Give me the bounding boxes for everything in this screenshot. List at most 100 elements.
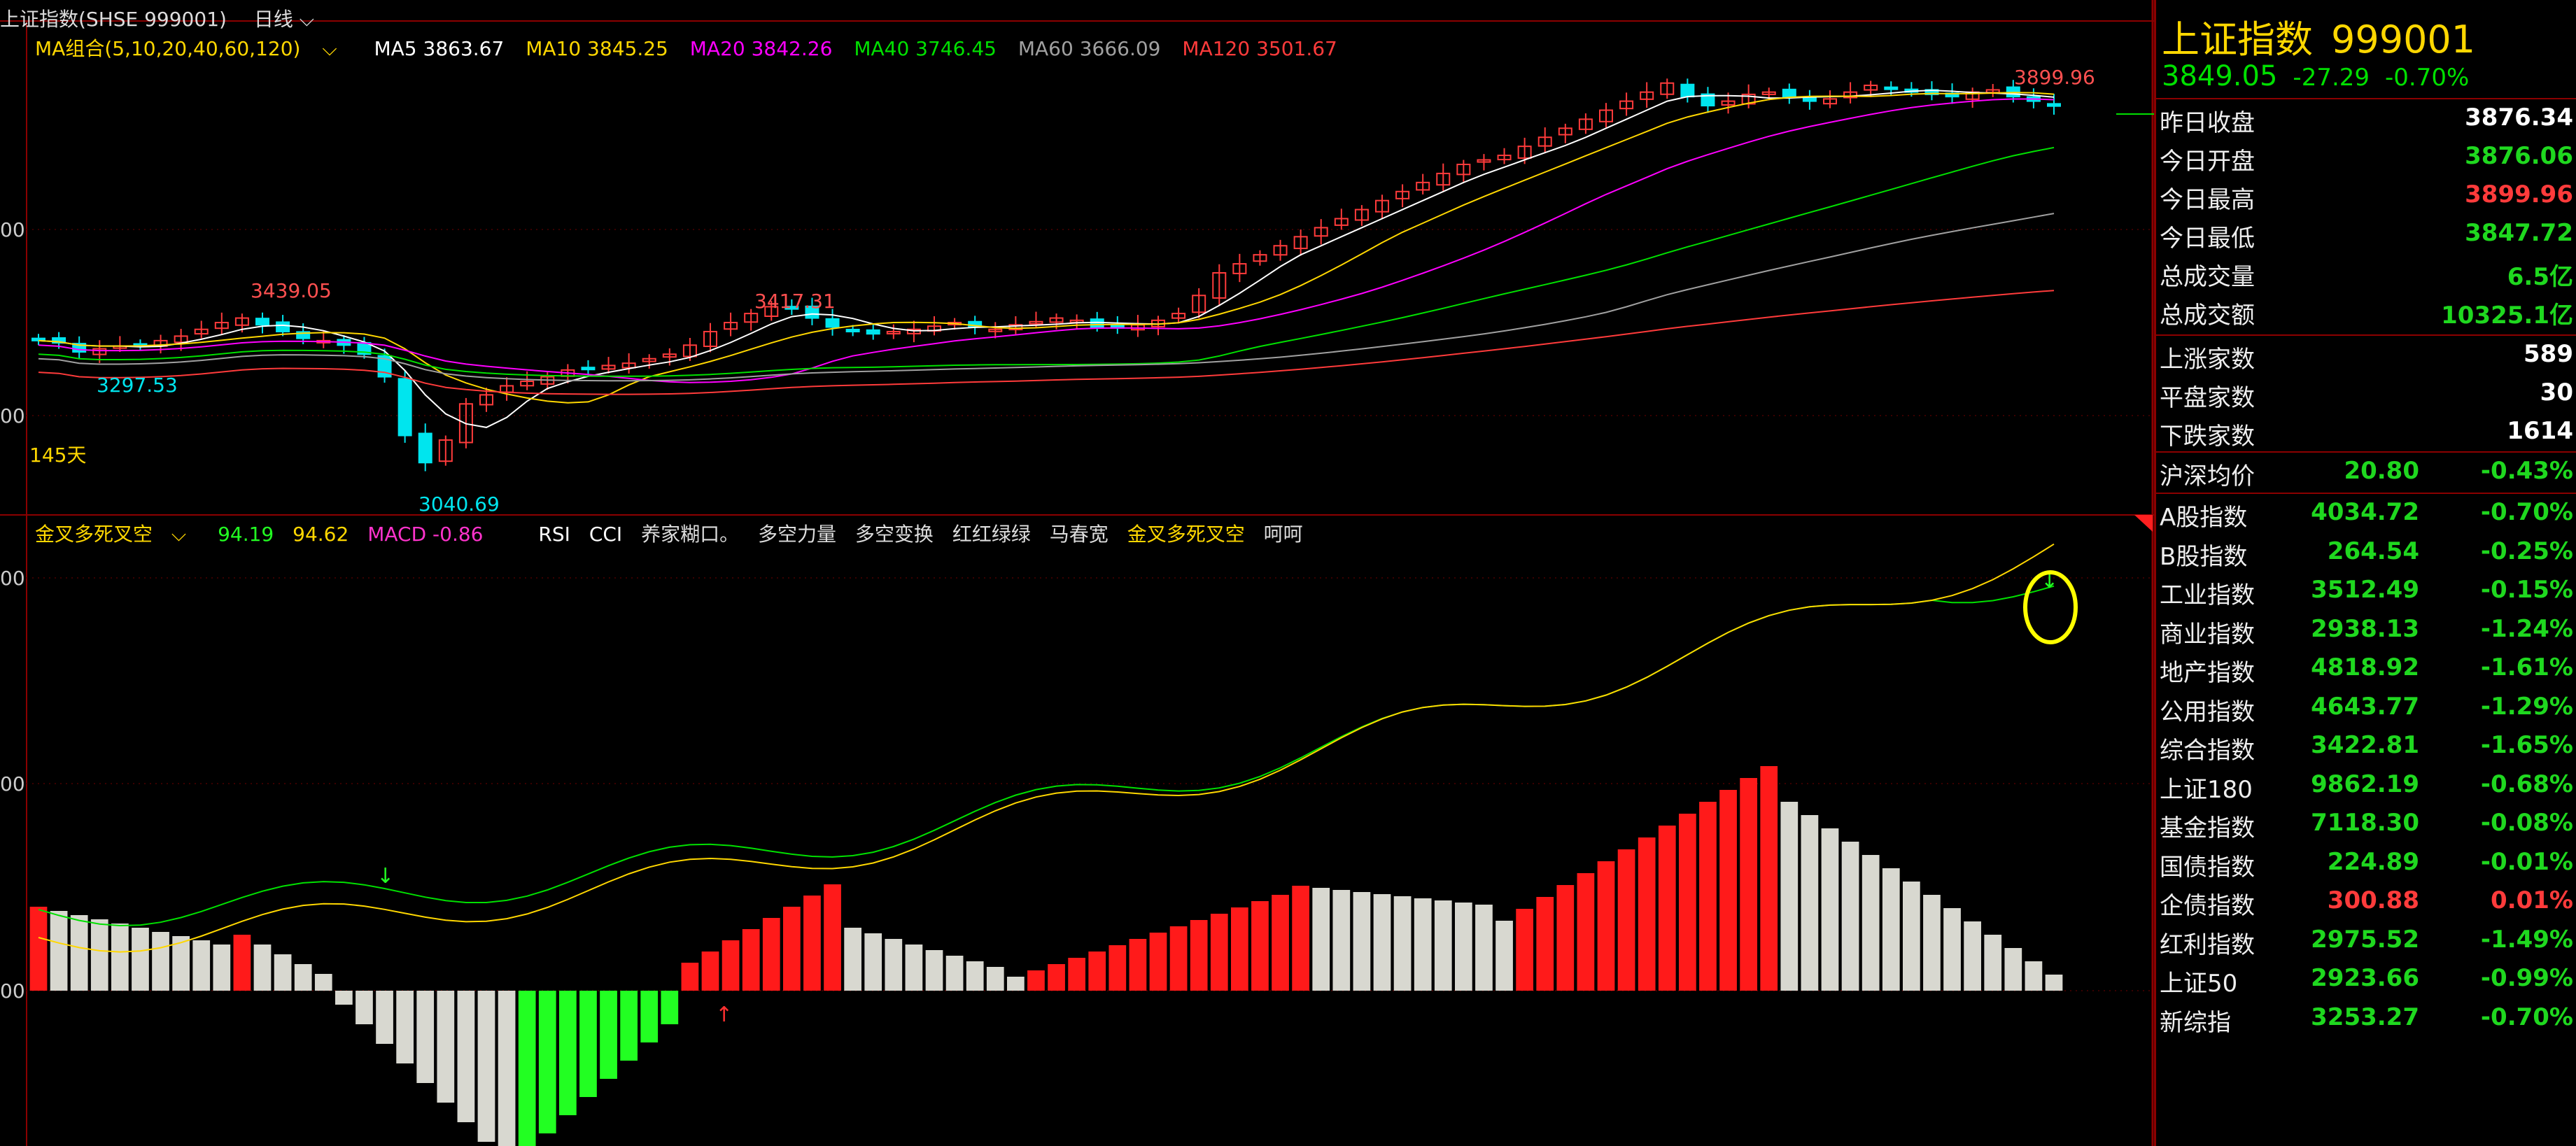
index-pct: -1.49% <box>2480 925 2573 954</box>
index-row[interactable]: 公用指数 4643.77 -1.29% <box>2156 687 2573 726</box>
macd-bar <box>1373 894 1391 991</box>
candle-body <box>1416 181 1430 191</box>
index-row[interactable]: 上证180 9862.19 -0.68% <box>2156 765 2573 804</box>
candle-body <box>1517 146 1532 159</box>
macd-bar <box>2045 975 2063 991</box>
candle-body <box>520 381 535 387</box>
tab-machunkuan[interactable]: 马春宽 <box>1049 523 1108 546</box>
candle-body <box>1212 272 1227 299</box>
macd-bar <box>437 991 455 1103</box>
candle-body <box>886 330 901 334</box>
index-value: 3512.49 <box>2311 576 2419 604</box>
candle-body <box>1171 313 1186 319</box>
macd-bar <box>945 956 964 991</box>
macd-bar <box>50 911 68 991</box>
chart-area[interactable]: 00 00 00 00 00 3899.96 3439.05 3417.31 3297.53 30… <box>0 0 2154 1146</box>
macd-bar <box>1129 939 1147 991</box>
panel-price: 3849.05 -27.29 -0.70% <box>2162 60 2484 92</box>
breadth-value: 1614 <box>2507 417 2573 445</box>
y-tick-label: 00 <box>0 567 25 590</box>
index-value: 7118.30 <box>2311 809 2419 837</box>
tab-rsi[interactable]: RSI <box>538 523 570 546</box>
macd-bar <box>1658 826 1676 991</box>
index-value: 3253.27 <box>2311 1003 2419 1031</box>
ma-group-selector[interactable]: MA组合(5,10,20,40,60,120) ⌵ <box>35 37 353 60</box>
tab-honghong[interactable]: 红红绿绿 <box>952 523 1031 546</box>
y-tick-label: 00 <box>0 404 25 427</box>
index-pct: -0.15% <box>2480 576 2573 604</box>
index-pct: -1.24% <box>2480 614 2573 643</box>
index-row[interactable]: 红利指数 2975.52 -1.49% <box>2156 920 2573 959</box>
corner-marker <box>2134 515 2153 532</box>
candle-body <box>1619 100 1634 110</box>
candle-body <box>1721 100 1736 106</box>
index-label: 红利指数 <box>2160 931 2255 959</box>
index-row[interactable]: 企债指数 300.88 0.01% <box>2156 881 2573 920</box>
candle-body <box>214 322 229 330</box>
candle-body <box>255 318 269 326</box>
tab-duokong-power[interactable]: 多空力量 <box>758 523 837 546</box>
breadth-row: 下跌家数 1614 <box>2156 411 2573 451</box>
avg-pct: -0.43% <box>2480 457 2573 485</box>
index-row[interactable]: 工业指数 3512.49 -0.15% <box>2156 570 2573 609</box>
index-pct: -0.68% <box>2480 770 2573 798</box>
index-row[interactable]: 新综指 3253.27 -0.70% <box>2156 998 2573 1037</box>
macd-bar <box>233 935 251 991</box>
macd-bar <box>1108 945 1127 991</box>
macd-bar <box>518 991 536 1146</box>
macd-bar <box>192 940 211 991</box>
header-bar: 上证指数(SHSE 999001) 日线 ⌵ <box>0 4 314 32</box>
macd-bar <box>1577 873 1595 991</box>
tab-cci[interactable]: CCI <box>589 523 623 546</box>
candle-body <box>1843 91 1858 99</box>
index-code: 999001 <box>2331 17 2476 62</box>
candle-body <box>662 353 677 358</box>
tab-yangjia[interactable]: 养家糊口。 <box>641 523 740 546</box>
macd-bar <box>559 991 577 1115</box>
candle-body <box>744 313 759 323</box>
candle-body <box>1497 155 1512 161</box>
macd-value: MACD -0.86 <box>367 523 484 546</box>
index-row[interactable]: 基金指数 7118.30 -0.08% <box>2156 803 2573 842</box>
candle-body <box>1456 164 1471 176</box>
macd-bar <box>314 974 332 991</box>
breadth-label: 下跌家数 <box>2160 423 2255 451</box>
index-row[interactable]: 上证50 2923.66 -0.99% <box>2156 958 2573 998</box>
tab-hehe[interactable]: 呵呵 <box>1263 523 1303 546</box>
candle-body <box>764 306 779 317</box>
candle-body <box>1253 254 1267 262</box>
panel-divider <box>2156 451 2576 453</box>
ma20-line <box>38 98 2055 383</box>
macd-bar <box>1353 892 1371 991</box>
macd-bar <box>1617 849 1635 991</box>
index-row[interactable]: 综合指数 3422.81 -1.65% <box>2156 726 2573 765</box>
macd-bar <box>1699 802 1717 991</box>
macd-bar <box>477 991 495 1142</box>
index-value: 300.88 <box>2327 886 2419 914</box>
symbol-title[interactable]: 上证指数(SHSE 999001) <box>0 8 227 31</box>
index-row[interactable]: 地产指数 4818.92 -1.61% <box>2156 648 2573 687</box>
indicator-selector[interactable]: 金叉多死叉空 ⌵ <box>35 523 199 546</box>
index-label: 企债指数 <box>2160 892 2255 920</box>
macd-bar <box>538 991 556 1133</box>
stat-value: 6.5亿 <box>2507 263 2573 291</box>
index-label: 上证50 <box>2160 970 2238 998</box>
macd-bar <box>762 918 780 991</box>
index-row[interactable]: B股指数 264.54 -0.25% <box>2156 532 2573 571</box>
candle-body <box>194 328 209 335</box>
chevron-down-icon: ⌵ <box>299 8 314 31</box>
macd-bar <box>824 884 841 991</box>
macd-bar <box>1740 778 1757 991</box>
period-selector[interactable]: 日线 ⌵ <box>254 8 314 31</box>
y-tick-label: 00 <box>0 979 25 1003</box>
index-row[interactable]: 国债指数 224.89 -0.01% <box>2156 842 2573 882</box>
candle-body <box>1884 86 1899 90</box>
candle-body <box>397 378 412 437</box>
index-row[interactable]: 商业指数 2938.13 -1.24% <box>2156 609 2573 649</box>
chart-canvas[interactable]: 00 00 00 00 00 3899.96 3439.05 3417.31 3297.53 30… <box>0 0 2154 1146</box>
tab-jincha-active[interactable]: 金叉多死叉空 <box>1127 523 1245 546</box>
index-row[interactable]: A股指数 4034.72 -0.70% <box>2156 493 2573 532</box>
tab-duokong-change[interactable]: 多空变换 <box>854 523 934 546</box>
macd-bar <box>620 991 638 1061</box>
dea-line <box>38 543 2055 953</box>
